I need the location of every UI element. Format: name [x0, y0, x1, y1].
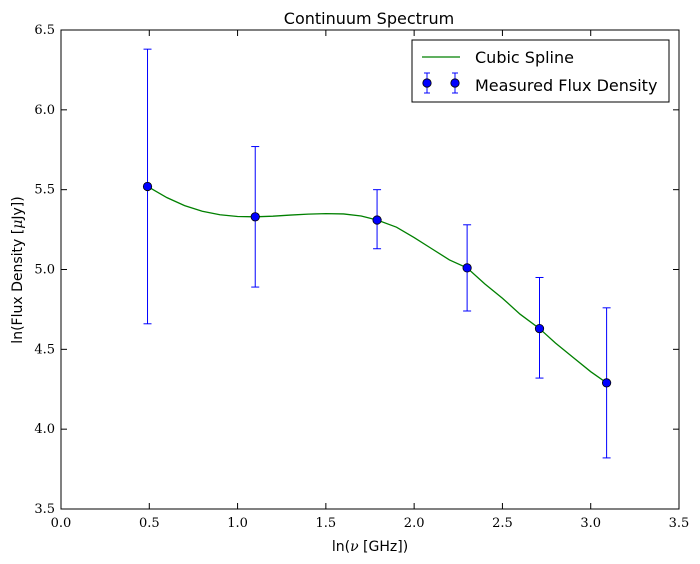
legend-marker [422, 78, 432, 88]
y-tick-label: 5.5 [34, 183, 55, 198]
legend-marker [450, 78, 460, 88]
y-tick-label: 4.5 [34, 342, 55, 357]
x-tick-label: 0.0 [51, 516, 72, 531]
y-tick-label: 3.5 [34, 502, 55, 517]
y-axis-label-unit: Jy]) [10, 196, 26, 220]
x-tick-label: 2.0 [404, 516, 425, 531]
data-point [534, 323, 545, 334]
x-axis: 0.0 0.5 1.0 1.5 2.0 2.5 3.0 3.5 [51, 30, 690, 531]
y-axis: 3.5 4.0 4.5 5.0 5.5 6.0 6.5 [34, 23, 679, 517]
x-axis-label-unit: [GHz]) [359, 539, 409, 555]
x-tick-label: 1.5 [316, 516, 337, 531]
plot-area [142, 48, 612, 459]
x-axis-label-prefix: ln( [332, 539, 350, 555]
data-point [250, 212, 260, 222]
legend: Cubic Spline Measured Flux Density [411, 39, 670, 103]
y-axis-label-var: μ [10, 220, 26, 229]
y-axis-label-prefix: ln(Flux Density [ [10, 229, 26, 344]
x-tick-label: 3.5 [669, 516, 690, 531]
y-tick-label: 6.0 [34, 103, 55, 118]
y-tick-label: 5.0 [34, 263, 55, 278]
legend-errorbar-swatch [422, 72, 460, 94]
data-point [462, 263, 472, 273]
x-axis-label-var: ν [350, 539, 359, 555]
legend-label-measured-flux: Measured Flux Density [475, 76, 657, 95]
y-tick-label: 4.0 [34, 422, 55, 437]
y-axis-label: ln(Flux Density [μJy]) [10, 196, 26, 343]
x-tick-label: 2.5 [492, 516, 513, 531]
x-tick-label: 3.0 [580, 516, 601, 531]
data-point [602, 378, 612, 388]
chart-title: Continuum Spectrum [284, 9, 454, 28]
y-tick-label: 6.5 [34, 23, 55, 38]
x-tick-label: 0.5 [139, 516, 160, 531]
data-point [142, 181, 153, 192]
legend-label-cubic-spline: Cubic Spline [475, 48, 574, 67]
data-point [372, 215, 382, 225]
x-axis-label: ln(ν [GHz]) [332, 539, 408, 555]
x-tick-label: 1.0 [227, 516, 248, 531]
